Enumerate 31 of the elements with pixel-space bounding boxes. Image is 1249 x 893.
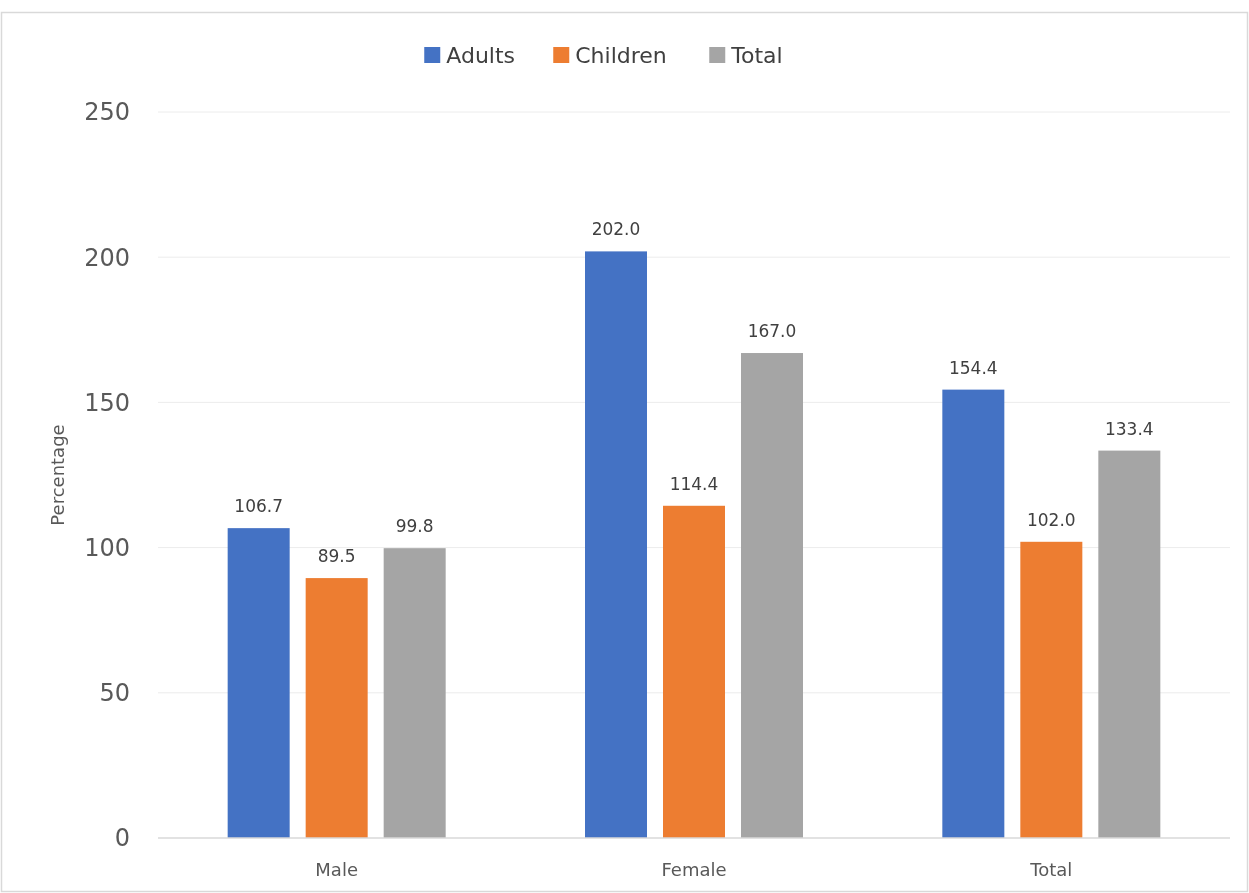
y-tick-label: 150 (84, 388, 130, 417)
bar (305, 578, 368, 838)
legend-label: Total (730, 42, 783, 68)
y-axis-title: Percentage (47, 424, 68, 526)
y-tick-label: 250 (84, 98, 130, 127)
bar (1020, 541, 1083, 838)
text: 202.0 (591, 219, 641, 240)
x-tick-label: Total (1029, 859, 1073, 880)
bar (227, 528, 290, 838)
text: 167.0 (747, 321, 797, 342)
text: 106.7 (234, 496, 283, 517)
x-tick-label: Female (661, 859, 727, 880)
bar (585, 251, 647, 838)
text: 102.0 (1027, 509, 1076, 530)
y-tick-label: 100 (84, 534, 130, 562)
text: 99.8 (395, 516, 434, 537)
legend-label: Children (575, 42, 667, 68)
text: 89.5 (317, 546, 356, 567)
bar (663, 505, 725, 838)
text: 154.4 (949, 357, 998, 378)
legend-label: Adults (446, 42, 516, 68)
y-tick-label: 50 (99, 679, 130, 708)
x-tick-label: Male (315, 859, 358, 880)
text: 114.4 (669, 473, 719, 494)
bar (1098, 450, 1161, 838)
bar (942, 389, 1005, 838)
bar (741, 353, 803, 838)
bar (383, 548, 446, 838)
y-tick-label: 0 (114, 824, 130, 853)
text: 133.4 (1105, 418, 1154, 439)
y-tick-label: 200 (84, 243, 130, 272)
